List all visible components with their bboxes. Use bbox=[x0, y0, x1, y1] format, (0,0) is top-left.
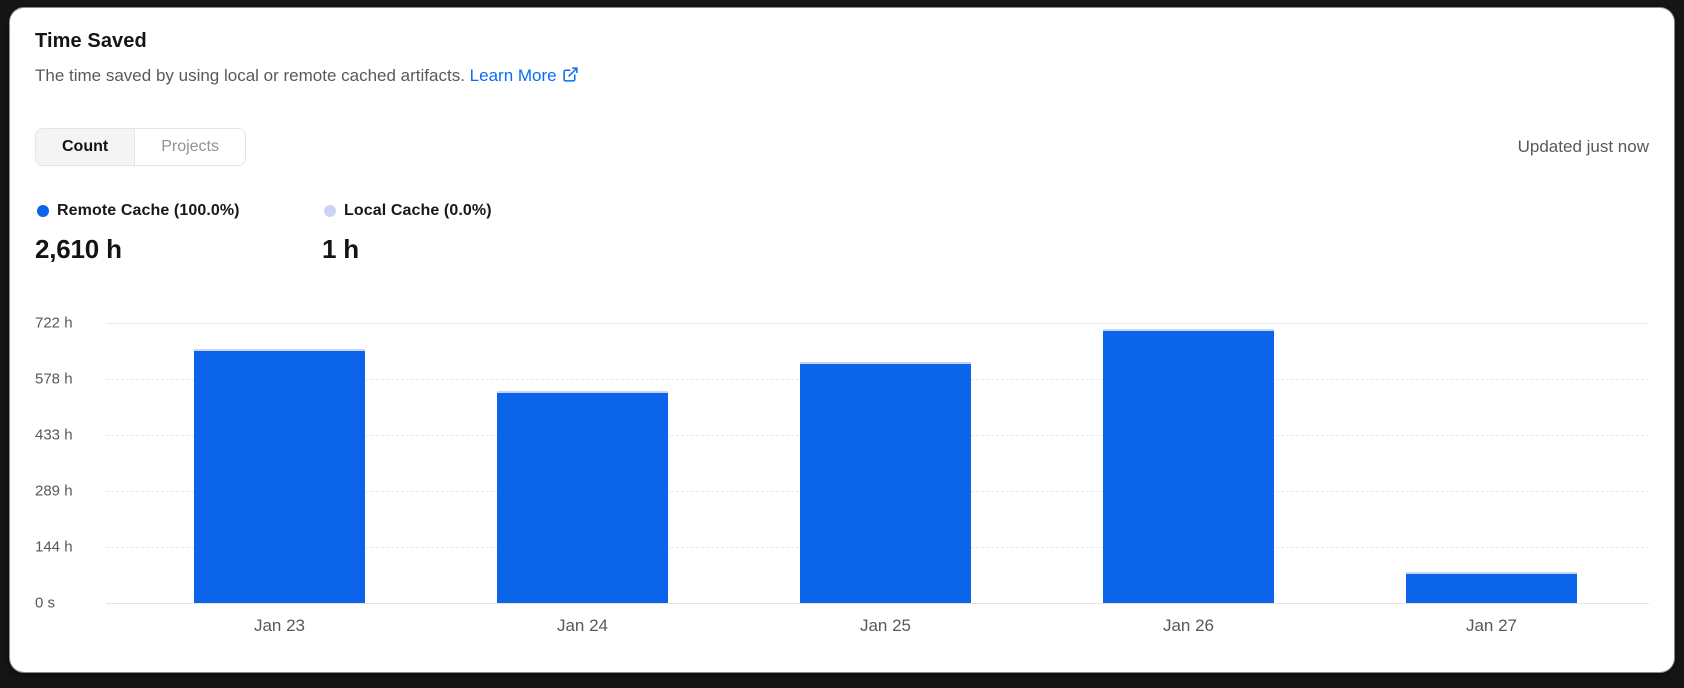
x-axis-labels: Jan 23 Jan 24 Jan 25 Jan 26 Jan 27 bbox=[106, 615, 1649, 637]
y-axis-tick: 722 h bbox=[35, 314, 73, 332]
gridline bbox=[106, 323, 1649, 324]
legend-value: 1 h bbox=[322, 234, 359, 264]
y-axis-tick: 0 s bbox=[35, 594, 56, 612]
bar-local-segment bbox=[194, 348, 365, 351]
card-title: Time Saved bbox=[35, 30, 147, 52]
x-axis-label: Jan 24 bbox=[556, 616, 609, 635]
chart-legend: Remote Cache (100.0%) Local Cache (0.0%) bbox=[35, 202, 1649, 220]
legend-label: Remote Cache (100.0%) bbox=[57, 202, 240, 219]
bar-remote-segment bbox=[1406, 573, 1577, 603]
time-saved-card: Time Saved The time saved by using local… bbox=[10, 8, 1674, 672]
bar-remote-segment bbox=[800, 363, 971, 603]
controls-row: Count Projects Updated just now bbox=[35, 128, 1649, 166]
legend-item: Local Cache (0.0%) bbox=[322, 202, 1649, 220]
legend-dot-icon bbox=[324, 205, 336, 217]
view-toggle-group: Count Projects bbox=[35, 128, 246, 166]
gridline bbox=[106, 603, 1649, 604]
bar-remote-segment bbox=[194, 350, 365, 603]
legend-values: 2,610 h 1 h bbox=[35, 234, 1649, 264]
subtitle-text: The time saved by using local or remote … bbox=[35, 66, 465, 85]
y-axis-tick: 289 h bbox=[35, 482, 73, 500]
bar-slot bbox=[1340, 323, 1643, 603]
bar-slot bbox=[734, 323, 1037, 603]
x-axis-label: Jan 25 bbox=[859, 616, 912, 635]
tab-count[interactable]: Count bbox=[36, 129, 136, 165]
learn-more-link[interactable]: Learn More bbox=[470, 66, 579, 85]
x-axis-label: Jan 26 bbox=[1162, 616, 1215, 635]
bar-remote-segment bbox=[1103, 331, 1274, 603]
bar-local-segment bbox=[1406, 571, 1577, 574]
bar-jan-24[interactable] bbox=[497, 391, 668, 603]
bar-jan-23[interactable] bbox=[194, 348, 365, 603]
legend-item: Remote Cache (100.0%) bbox=[35, 202, 322, 220]
y-axis-tick: 144 h bbox=[35, 538, 73, 556]
bar-remote-segment bbox=[497, 393, 668, 603]
bar-slot bbox=[1037, 323, 1340, 603]
y-axis-tick: 578 h bbox=[35, 370, 73, 388]
external-link-icon bbox=[562, 67, 578, 82]
bar-local-segment bbox=[800, 361, 971, 364]
legend-value: 2,610 h bbox=[35, 234, 122, 264]
bars-row bbox=[106, 323, 1649, 603]
bar-slot bbox=[431, 323, 734, 603]
bar-jan-27[interactable] bbox=[1406, 571, 1577, 603]
bar-local-segment bbox=[497, 391, 668, 394]
x-axis-label: Jan 27 bbox=[1465, 616, 1518, 635]
x-axis-label: Jan 23 bbox=[253, 616, 306, 635]
bar-jan-25[interactable] bbox=[800, 361, 971, 603]
y-axis-tick: 433 h bbox=[35, 426, 73, 444]
legend-label: Local Cache (0.0%) bbox=[344, 202, 492, 219]
bar-jan-26[interactable] bbox=[1103, 329, 1274, 603]
bar-local-segment bbox=[1103, 329, 1274, 332]
tab-projects[interactable]: Projects bbox=[135, 129, 245, 165]
updated-status: Updated just now bbox=[1517, 137, 1649, 156]
card-subtitle: The time saved by using local or remote … bbox=[35, 64, 1649, 87]
legend-dot-icon bbox=[37, 205, 49, 217]
chart-plot-area: 722 h 578 h 433 h 289 h 144 h 0 s bbox=[35, 315, 1649, 612]
bar-slot bbox=[128, 323, 431, 603]
